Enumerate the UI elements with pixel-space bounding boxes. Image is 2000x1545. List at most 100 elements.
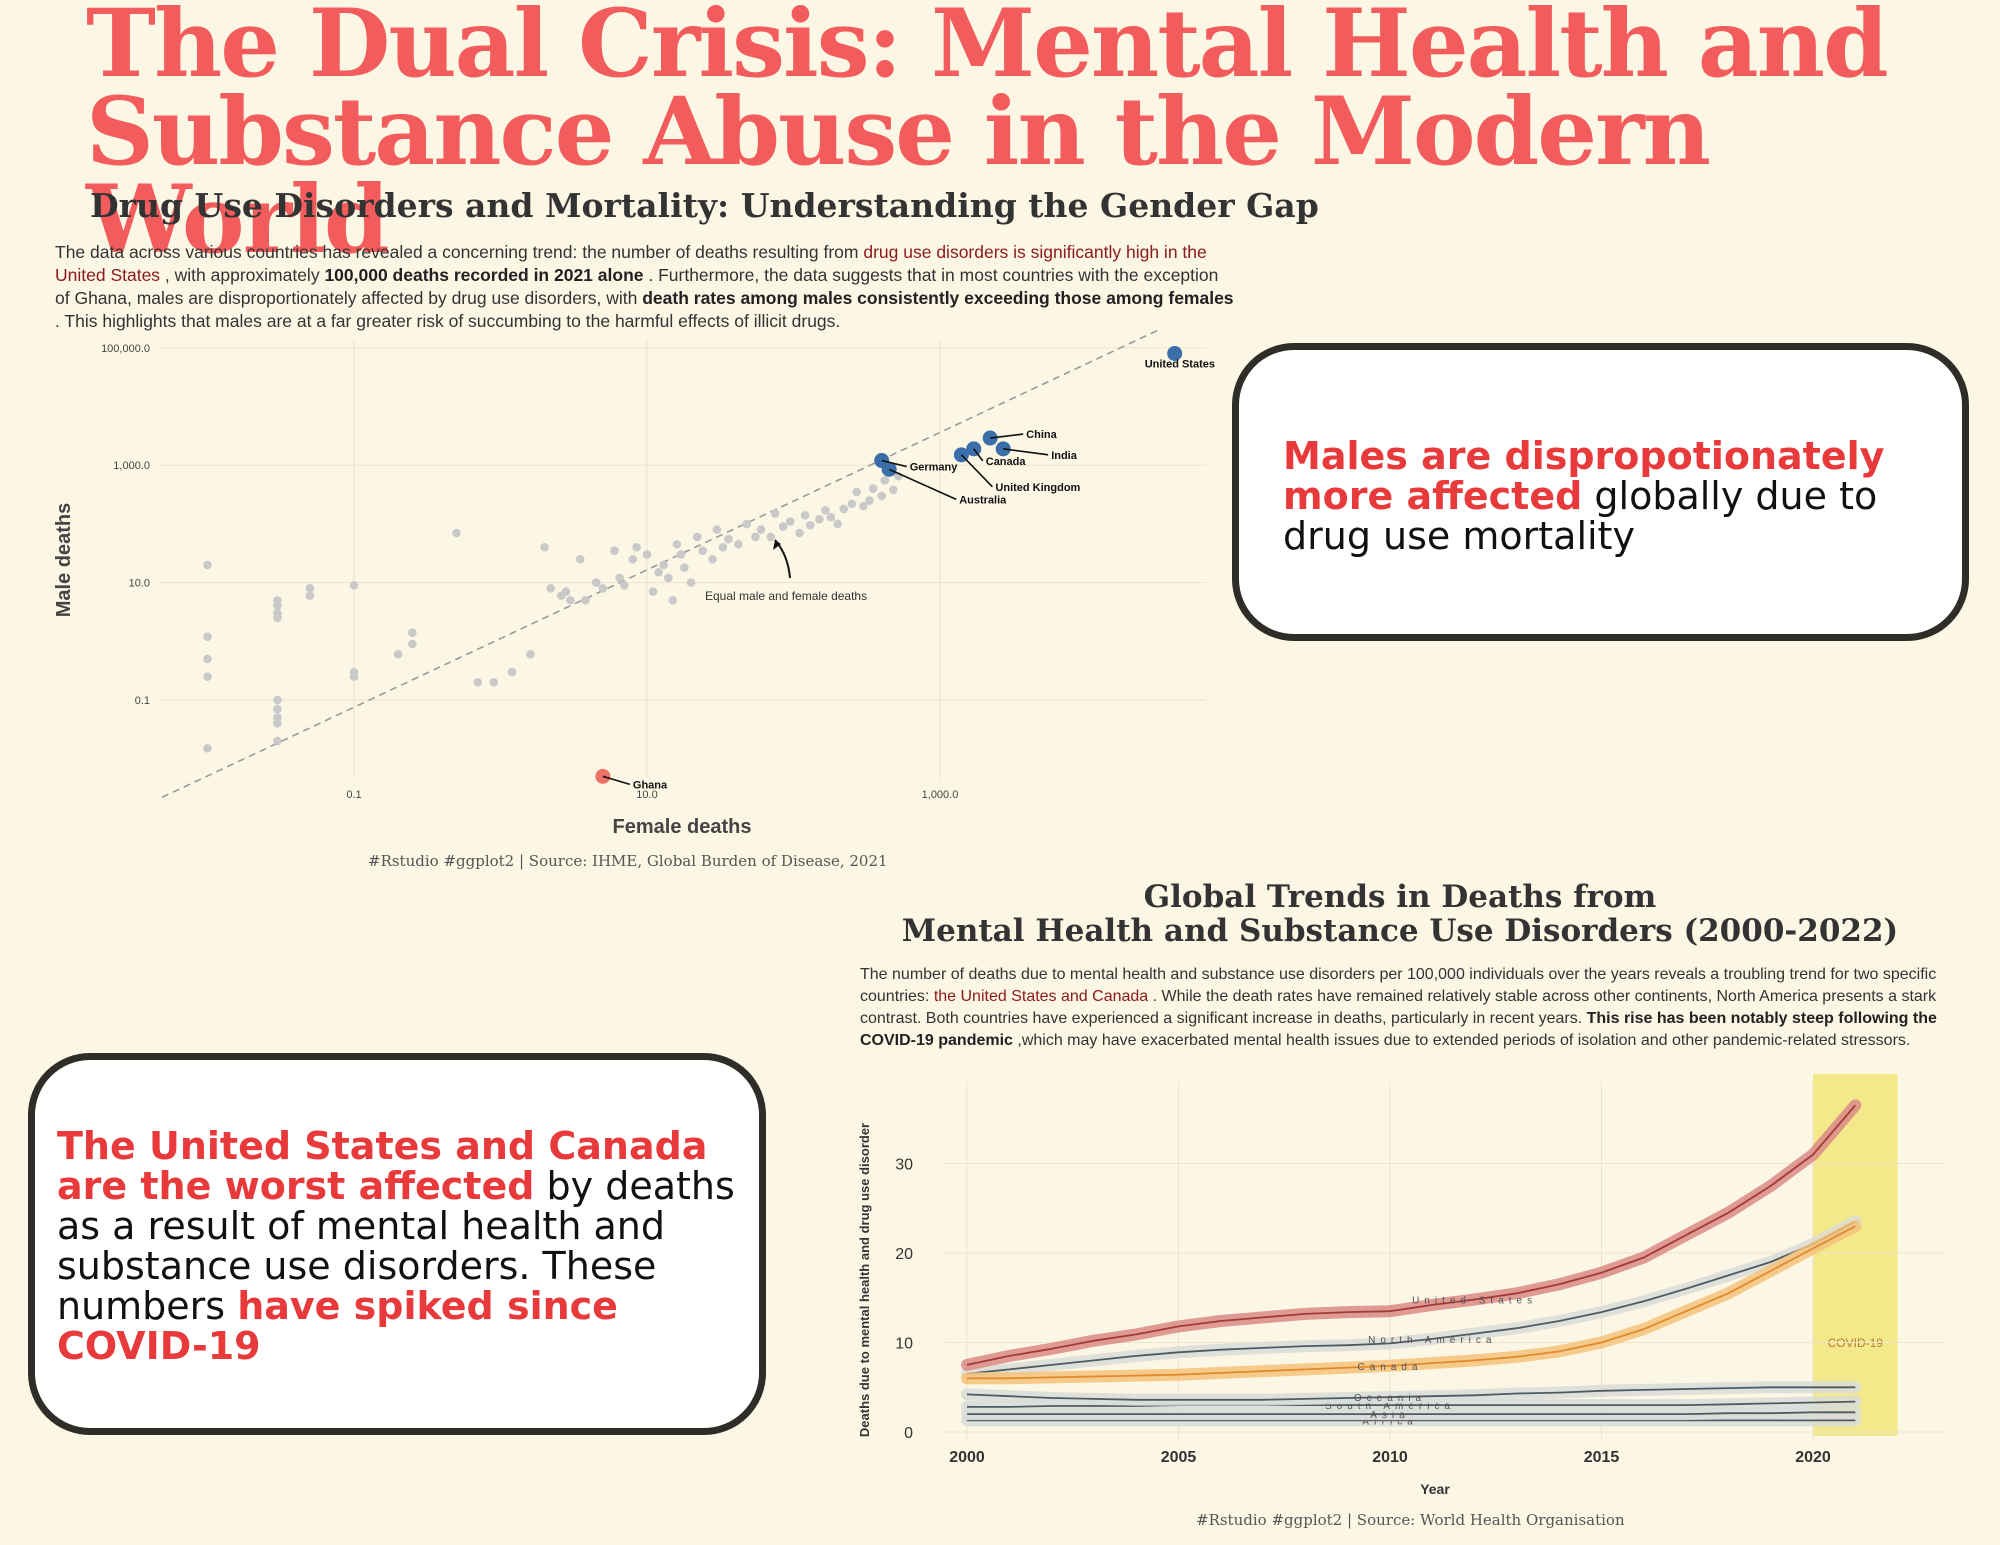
y-tick-label: 1,000.0 xyxy=(113,460,150,472)
scatter-point xyxy=(581,595,590,605)
callout-us-canada-text: The United States and Canada are the wor… xyxy=(57,1126,747,1366)
y-tick-label: 30 xyxy=(895,1157,913,1174)
point-label: Germany xyxy=(910,462,959,474)
scatter-point xyxy=(507,667,517,677)
s1-text-4: . This highlights that males are at a fa… xyxy=(55,311,841,331)
scatter-points xyxy=(203,345,1183,784)
scatter-point xyxy=(880,476,890,485)
label-leader-line xyxy=(990,433,1024,439)
scatter-point xyxy=(659,560,668,570)
label-leader-line xyxy=(973,448,984,462)
scatter-x-label: Female deaths xyxy=(613,816,752,838)
series-halo xyxy=(961,1099,1862,1371)
scatter-point xyxy=(826,512,836,522)
label-leader-line xyxy=(881,459,907,468)
scatter-point xyxy=(273,695,282,705)
scatter-point xyxy=(273,736,282,746)
s2-text-3: ,which may have exacerbated mental healt… xyxy=(1012,1032,1911,1049)
point-label: Ghana xyxy=(633,779,668,791)
scatter-point xyxy=(273,704,282,714)
scatter-point xyxy=(814,514,824,524)
equal-deaths-annotation: Equal male and female deaths xyxy=(705,589,867,603)
scatter-point xyxy=(770,509,780,518)
scatter-point xyxy=(473,678,483,687)
label-leader-line xyxy=(960,454,993,488)
scatter-point xyxy=(724,534,733,544)
scatter-point xyxy=(598,583,608,593)
point-label: United Kingdom xyxy=(995,482,1080,494)
y-tick-label: 10.0 xyxy=(129,578,150,590)
scatter-point xyxy=(865,496,874,505)
point-label: Canada xyxy=(986,456,1027,468)
section2-paragraph: The number of deaths due to mental healt… xyxy=(860,964,1940,1052)
section2-caption: #Rstudio #ggplot2 | Source: World Health… xyxy=(1196,1511,1625,1529)
scatter-point xyxy=(686,578,696,587)
x-tick-label: 1,000.0 xyxy=(922,789,959,801)
label-leader-line xyxy=(888,468,957,501)
point-label: United States xyxy=(1145,358,1215,370)
scatter-point xyxy=(800,511,810,520)
scatter-point xyxy=(273,601,282,611)
section1-title: Drug Use Disorders and Mortality: Unders… xyxy=(90,186,1319,225)
scatter-point xyxy=(778,522,788,531)
scatter-point xyxy=(785,517,795,526)
scatter-point xyxy=(305,591,315,600)
scatter-point xyxy=(615,573,624,583)
scatter-point xyxy=(273,613,282,623)
scatter-point xyxy=(452,528,461,538)
scatter-point xyxy=(620,580,629,590)
scatter-point xyxy=(676,550,686,559)
scatter-point xyxy=(664,573,673,583)
s1-text-1: The data across various countries has re… xyxy=(55,242,864,262)
callout-males-text: Males are dispropotionately more affecte… xyxy=(1283,436,1943,556)
callout-males-red: Males are dispropotionately more affecte… xyxy=(1283,434,1885,518)
scatter-point xyxy=(756,525,766,534)
s2-text-1: The number of deaths due to mental healt… xyxy=(860,966,1937,1005)
x-tick-label: 10.0 xyxy=(636,789,657,801)
y-tick-label: 20 xyxy=(895,1246,913,1263)
x-tick-label: 2000 xyxy=(949,1449,985,1466)
scatter-point xyxy=(393,650,403,659)
scatter-point xyxy=(203,654,212,664)
line-x-label: Year xyxy=(1420,1481,1450,1497)
series-line xyxy=(967,1400,1856,1408)
x-tick-label: 0.1 xyxy=(346,789,361,801)
scatter-point xyxy=(305,583,315,593)
scatter-point xyxy=(833,519,842,529)
highlight-point xyxy=(995,441,1011,457)
scatter-point xyxy=(821,506,830,515)
scatter-point xyxy=(654,567,663,577)
callout-us-canada-red1: The United States and Canada are the wor… xyxy=(57,1124,708,1208)
scatter-point xyxy=(751,532,760,542)
series-label: North America xyxy=(1368,1335,1496,1346)
scatter-point xyxy=(712,525,722,534)
scatter-point xyxy=(668,595,678,605)
section1-caption: #Rstudio #ggplot2 | Source: IHME, Global… xyxy=(368,852,888,870)
callout-us-canada-red2: have spiked since COVID-19 xyxy=(57,1284,618,1368)
section2-title: Global Trends in Deaths from Mental Heal… xyxy=(860,880,1940,948)
x-tick-label: 2005 xyxy=(1161,1449,1197,1466)
x-tick-label: 2020 xyxy=(1795,1449,1831,1466)
scatter-point xyxy=(795,528,804,538)
series-label: South America xyxy=(1325,1401,1455,1412)
scatter-point xyxy=(203,744,212,753)
point-label: India xyxy=(1051,450,1078,462)
equal-deaths-line xyxy=(161,330,1161,799)
scatter-grid xyxy=(160,340,1206,778)
s1-bold-1: 100,000 deaths recorded in 2021 alone xyxy=(324,265,644,285)
series-line xyxy=(967,1225,1856,1380)
scatter-point xyxy=(698,546,708,555)
callout-us-canada-rest: by deaths as a result of mental health a… xyxy=(57,1164,735,1328)
line-y-label: Deaths due to mental health and drug use… xyxy=(857,1123,872,1437)
scatter-point xyxy=(203,560,212,570)
scatter-point xyxy=(489,678,499,687)
section1-paragraph: The data across various countries has re… xyxy=(55,241,1235,333)
highlight-point xyxy=(982,430,998,446)
scatter-point xyxy=(203,632,212,641)
scatter-point xyxy=(868,484,878,493)
s2-text-2: . While the death rates have remained re… xyxy=(860,988,1937,1027)
s1-text-2: , with approximately xyxy=(160,265,325,285)
annotation-arrow-head xyxy=(773,540,781,550)
section2-title-line1: Global Trends in Deaths from xyxy=(1143,879,1657,915)
